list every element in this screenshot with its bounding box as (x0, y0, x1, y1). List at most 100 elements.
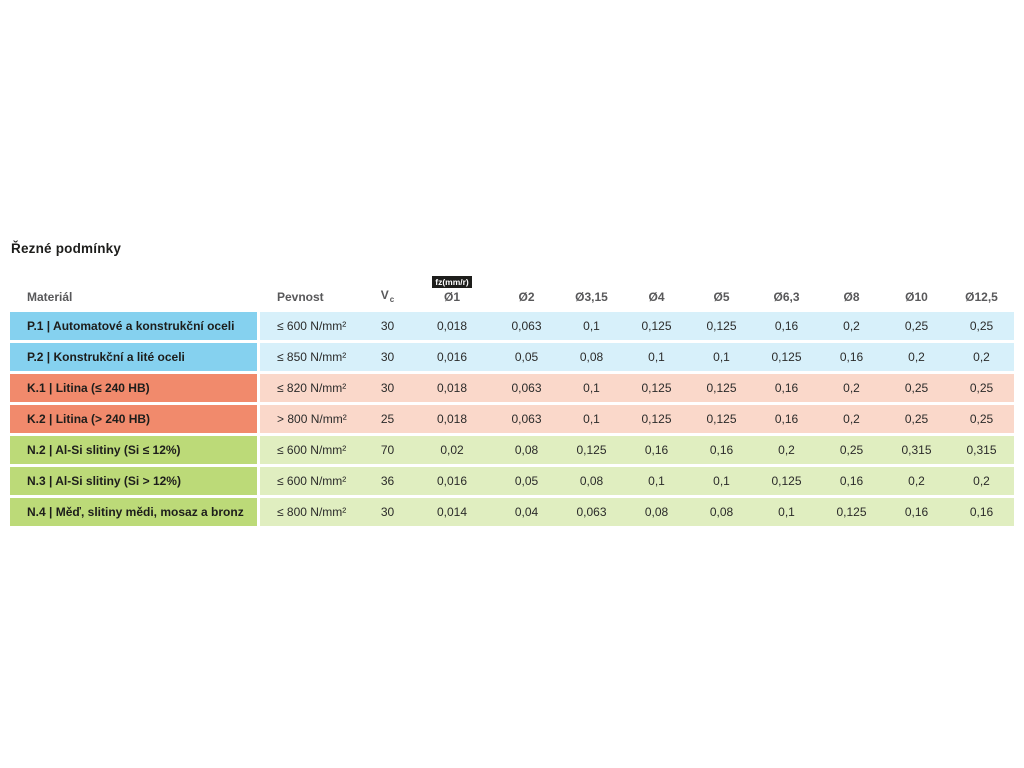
col-header-diameter: Ø4 (624, 264, 689, 309)
strength-cell: ≤ 600 N/mm² (260, 467, 365, 495)
diameter-label: Ø5 (713, 290, 730, 304)
col-header-diameter: Ø12,5 (949, 264, 1014, 309)
value-cell: 0,08 (689, 498, 754, 526)
value-cell: 0,014 (410, 498, 494, 526)
value-cell: 0,16 (754, 405, 819, 433)
vc-cell: 30 (365, 498, 410, 526)
value-cell: 0,315 (949, 436, 1014, 464)
strength-cell: > 800 N/mm² (260, 405, 365, 433)
value-cell: 0,2 (754, 436, 819, 464)
diameter-label: Ø3,15 (575, 290, 608, 304)
table-row: K.1 | Litina (≤ 240 HB) ≤ 820 N/mm² 30 0… (10, 374, 1014, 402)
value-cell: 0,16 (819, 343, 884, 371)
value-cell: 0,018 (410, 312, 494, 340)
value-cell: 0,1 (624, 467, 689, 495)
material-cell: P.1 | Automatové a konstrukční oceli (10, 312, 260, 340)
vc-symbol: V (380, 288, 389, 302)
material-cell: N.4 | Měď, slitiny mědi, mosaz a bronz (10, 498, 260, 526)
value-cell: 0,125 (689, 374, 754, 402)
table-row: N.4 | Měď, slitiny mědi, mosaz a bronz ≤… (10, 498, 1014, 526)
value-cell: 0,125 (754, 343, 819, 371)
value-cell: 0,25 (949, 374, 1014, 402)
vc-cell: 25 (365, 405, 410, 433)
value-cell: 0,125 (819, 498, 884, 526)
value-cell: 0,125 (624, 405, 689, 433)
value-cell: 0,05 (494, 467, 559, 495)
value-cell: 0,125 (754, 467, 819, 495)
strength-cell: ≤ 600 N/mm² (260, 436, 365, 464)
col-header-diameter: Ø5 (689, 264, 754, 309)
vc-cell: 30 (365, 374, 410, 402)
vc-cell: 70 (365, 436, 410, 464)
cutting-conditions-table: Materiál Pevnost Vc fz(mm/r) Ø1 Ø2 Ø3,15 Ø4 Ø… (10, 261, 1014, 529)
value-cell: 0,2 (819, 374, 884, 402)
value-cell: 0,08 (559, 467, 624, 495)
value-cell: 0,25 (949, 312, 1014, 340)
value-cell: 0,016 (410, 467, 494, 495)
value-cell: 0,25 (949, 405, 1014, 433)
col-header-diameter: fz(mm/r) Ø1 (410, 264, 494, 309)
material-cell: K.1 | Litina (≤ 240 HB) (10, 374, 260, 402)
value-cell: 0,1 (559, 405, 624, 433)
value-cell: 0,125 (624, 374, 689, 402)
value-cell: 0,1 (689, 467, 754, 495)
vc-cell: 36 (365, 467, 410, 495)
table-row: P.1 | Automatové a konstrukční oceli ≤ 6… (10, 312, 1014, 340)
value-cell: 0,1 (689, 343, 754, 371)
value-cell: 0,016 (410, 343, 494, 371)
value-cell: 0,125 (559, 436, 624, 464)
vc-cell: 30 (365, 312, 410, 340)
value-cell: 0,2 (819, 312, 884, 340)
table-header-row: Materiál Pevnost Vc fz(mm/r) Ø1 Ø2 Ø3,15 Ø4 Ø… (10, 264, 1014, 309)
value-cell: 0,125 (689, 312, 754, 340)
value-cell: 0,16 (624, 436, 689, 464)
value-cell: 0,063 (559, 498, 624, 526)
value-cell: 0,16 (819, 467, 884, 495)
value-cell: 0,2 (884, 467, 949, 495)
value-cell: 0,125 (624, 312, 689, 340)
value-cell: 0,2 (949, 343, 1014, 371)
col-header-diameter: Ø8 (819, 264, 884, 309)
col-header-diameter: Ø3,15 (559, 264, 624, 309)
value-cell: 0,1 (559, 312, 624, 340)
value-cell: 0,16 (754, 374, 819, 402)
material-cell: N.2 | Al-Si slitiny (Si ≤ 12%) (10, 436, 260, 464)
value-cell: 0,1 (624, 343, 689, 371)
table-row: N.3 | Al-Si slitiny (Si > 12%) ≤ 600 N/m… (10, 467, 1014, 495)
col-header-diameter: Ø2 (494, 264, 559, 309)
value-cell: 0,25 (884, 405, 949, 433)
value-cell: 0,05 (494, 343, 559, 371)
vc-cell: 30 (365, 343, 410, 371)
col-header-diameter: Ø10 (884, 264, 949, 309)
col-header-vc: Vc (365, 264, 410, 309)
value-cell: 0,125 (689, 405, 754, 433)
value-cell: 0,2 (819, 405, 884, 433)
value-cell: 0,315 (884, 436, 949, 464)
value-cell: 0,1 (559, 374, 624, 402)
value-cell: 0,2 (884, 343, 949, 371)
value-cell: 0,018 (410, 374, 494, 402)
table-body: P.1 | Automatové a konstrukční oceli ≤ 6… (10, 312, 1014, 526)
material-cell: K.2 | Litina (> 240 HB) (10, 405, 260, 433)
strength-cell: ≤ 600 N/mm² (260, 312, 365, 340)
diameter-label: Ø4 (648, 290, 665, 304)
value-cell: 0,2 (949, 467, 1014, 495)
value-cell: 0,063 (494, 405, 559, 433)
col-header-material: Materiál (27, 290, 73, 304)
col-header-strength: Pevnost (277, 290, 324, 304)
value-cell: 0,08 (624, 498, 689, 526)
strength-cell: ≤ 800 N/mm² (260, 498, 365, 526)
value-cell: 0,16 (754, 312, 819, 340)
diameter-label: Ø2 (518, 290, 535, 304)
value-cell: 0,16 (884, 498, 949, 526)
table-row: K.2 | Litina (> 240 HB) > 800 N/mm² 25 0… (10, 405, 1014, 433)
material-cell: P.2 | Konstrukční a lité oceli (10, 343, 260, 371)
strength-cell: ≤ 850 N/mm² (260, 343, 365, 371)
value-cell: 0,16 (949, 498, 1014, 526)
diameter-label: Ø10 (905, 290, 928, 304)
diameter-label: Ø12,5 (965, 290, 998, 304)
value-cell: 0,08 (494, 436, 559, 464)
col-header-diameter: Ø6,3 (754, 264, 819, 309)
diameter-label: Ø8 (843, 290, 860, 304)
